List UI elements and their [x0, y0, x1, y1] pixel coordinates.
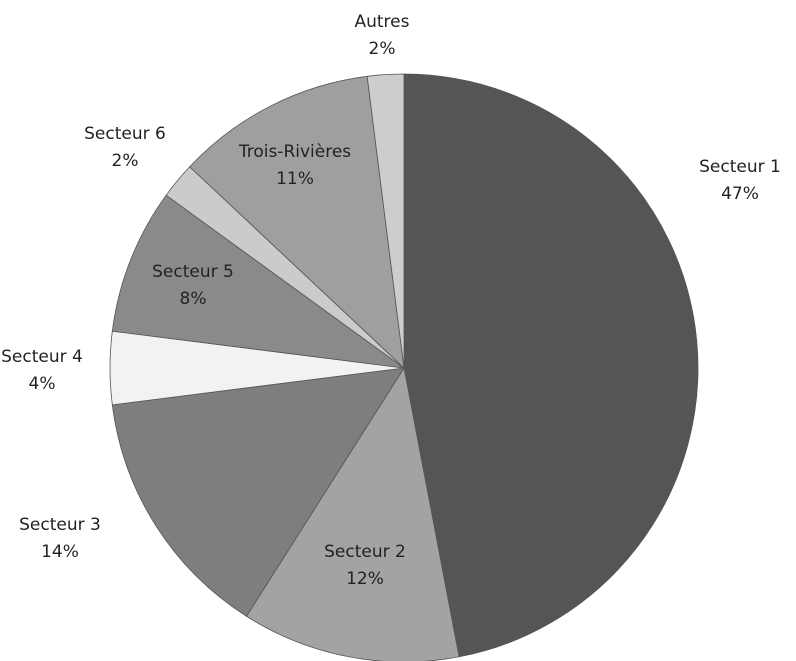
slice-label: Secteur 5	[152, 262, 234, 282]
slice-value-label: 11%	[276, 169, 314, 189]
pie-slice	[189, 75, 405, 370]
slice-label: Secteur 4	[1, 347, 83, 367]
slice-value-label: 47%	[721, 184, 759, 204]
slice-label: Autres	[354, 12, 409, 32]
slice-value-label: 12%	[346, 569, 384, 589]
pie-slice	[245, 366, 460, 661]
slice-value-label: 2%	[112, 151, 139, 171]
slice-value-label: 14%	[41, 542, 79, 562]
pie-slice	[366, 73, 405, 369]
slice-label: Secteur 1	[699, 157, 781, 177]
slice-label: Trois-Rivières	[238, 142, 351, 162]
slice-label: Secteur 3	[19, 515, 101, 535]
slice-label: Secteur 6	[84, 124, 166, 144]
slice-label: Secteur 2	[324, 542, 406, 562]
slice-value-label: 4%	[29, 374, 56, 394]
pie-slice	[111, 367, 405, 617]
pie-slice	[403, 73, 699, 658]
slice-value-label: 2%	[369, 39, 396, 59]
slice-value-label: 8%	[180, 289, 207, 309]
pie-slice	[111, 194, 405, 369]
